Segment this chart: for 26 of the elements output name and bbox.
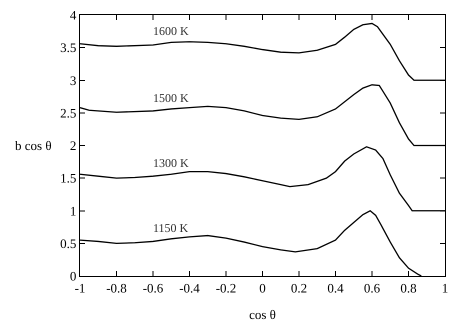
x-tick-label: 0.6 xyxy=(364,280,381,296)
y-tick-label: 0.5 xyxy=(60,236,76,251)
x-tick-label: -0.2 xyxy=(216,280,236,296)
y-tick-label: 4 xyxy=(70,8,77,23)
y-tick-label: 2.5 xyxy=(60,105,76,120)
x-tick-label: 1 xyxy=(442,280,448,296)
x-tick-label: 0.2 xyxy=(290,280,308,296)
x-tick-label: 0 xyxy=(259,280,266,296)
series-label: 1500 K xyxy=(153,91,189,105)
y-tick-label: 1.5 xyxy=(60,170,76,186)
series-label: 1300 K xyxy=(153,156,189,170)
x-tick-label: 0.8 xyxy=(400,280,417,296)
x-tick-label: -1 xyxy=(74,280,86,296)
legend-label: 1600 K xyxy=(153,24,189,38)
y-tick-label: 0 xyxy=(70,268,76,284)
x-tick-label: -0.8 xyxy=(106,280,127,296)
series-label: 1150 K xyxy=(153,221,189,235)
x-tick-label: -0.6 xyxy=(142,280,164,296)
y-tick-label: 2 xyxy=(70,138,76,154)
y-tick-label: 1 xyxy=(70,203,76,218)
x-tick-label: -0.4 xyxy=(179,280,200,296)
x-tick-label: 0.4 xyxy=(327,280,344,296)
y-tick-label: 3 xyxy=(70,72,76,88)
y-axis-title: b cos θ xyxy=(15,138,52,153)
y-tick-label: 3.5 xyxy=(60,40,76,56)
x-axis-title: cos θ xyxy=(249,307,276,322)
